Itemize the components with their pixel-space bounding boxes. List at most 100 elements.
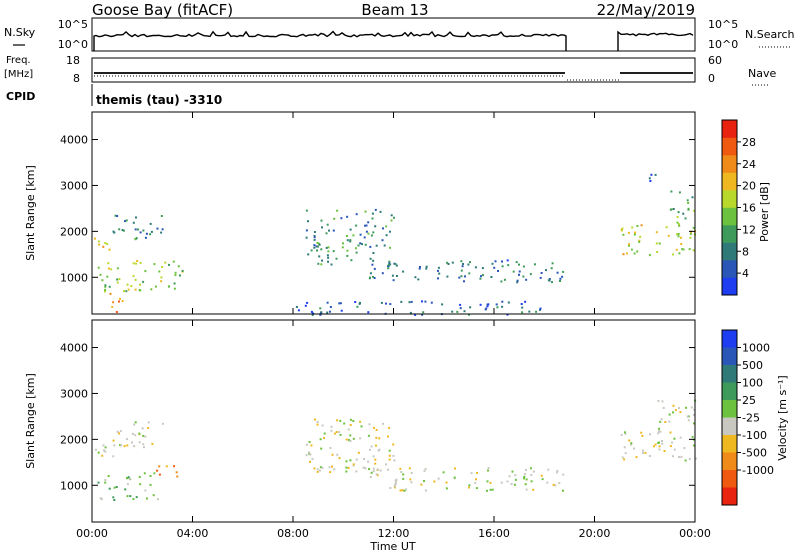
power-cell	[500, 280, 503, 283]
nave-tick-top: 60	[708, 54, 722, 67]
power-cell	[174, 271, 177, 274]
velocity-cell	[402, 477, 405, 480]
power-cell	[112, 230, 115, 233]
power-cell	[678, 223, 680, 226]
power-cell	[387, 265, 390, 268]
nsearch-label: N.Search	[745, 28, 795, 41]
power-cell	[156, 227, 159, 230]
power-cell	[369, 257, 372, 260]
power-cell	[456, 310, 459, 313]
power-cell	[307, 220, 309, 223]
velocity-cell	[624, 432, 627, 435]
velocity-cell	[101, 454, 104, 457]
velocity-cell	[375, 473, 378, 476]
nsky-trace	[93, 30, 694, 51]
power-cell	[639, 235, 642, 238]
power-cell	[656, 251, 659, 253]
velocity-cell	[319, 438, 322, 441]
velocity-cell	[400, 471, 403, 473]
power-cell	[329, 310, 331, 313]
colorbar-segment	[722, 382, 737, 401]
power-cell	[313, 236, 316, 239]
velocity-cell	[94, 448, 97, 451]
velocity-cell	[175, 471, 178, 474]
power-cell	[315, 245, 318, 248]
velocity-cell	[525, 468, 527, 471]
power-cell	[458, 276, 461, 279]
velocity-cell	[349, 440, 352, 442]
power-cell	[395, 275, 398, 277]
power-cell	[104, 242, 107, 244]
velocity-cell	[693, 444, 695, 447]
freq-tick-top: 18	[66, 54, 80, 67]
velocity-cell	[679, 411, 682, 414]
power-cell	[451, 261, 454, 264]
power-cell	[480, 275, 482, 278]
power-cell	[451, 310, 454, 313]
power-cell	[686, 199, 689, 202]
velocity-cell	[349, 418, 352, 421]
power-cell	[379, 210, 382, 213]
velocity-cell	[343, 422, 346, 425]
velocity-cell	[372, 467, 375, 470]
power-cell	[326, 254, 329, 257]
velocity-cell	[364, 467, 367, 470]
velocity-cell	[514, 474, 517, 477]
velocity-cell	[320, 447, 323, 450]
velocity-cell	[99, 497, 102, 500]
power-cell	[125, 290, 128, 293]
power-cell	[326, 223, 329, 226]
power-cell	[325, 232, 328, 235]
velocity-colorbar-tick: 500	[742, 359, 763, 372]
power-cell	[474, 266, 477, 269]
power-cell	[539, 307, 542, 310]
power-cell	[388, 260, 391, 263]
power-cell	[349, 239, 352, 242]
power-cell	[424, 300, 427, 303]
power-cell	[153, 263, 156, 266]
power-cell	[311, 313, 314, 316]
colorbar-segment	[722, 260, 737, 278]
power-cell	[655, 242, 658, 245]
power-cell	[139, 261, 142, 264]
power-cell	[385, 234, 388, 237]
velocity-cell	[368, 468, 371, 470]
power-cell	[132, 221, 135, 224]
velocity-cell	[508, 475, 511, 478]
velocity-cell	[654, 443, 657, 446]
power-cell	[144, 236, 147, 239]
power-cell	[392, 279, 395, 282]
power-cell	[97, 240, 100, 243]
colorbar-segment	[722, 190, 737, 208]
colorbar-segment	[722, 470, 737, 488]
velocity-cell	[144, 435, 147, 438]
power-cell	[361, 243, 363, 246]
velocity-colorbar-tick: 1000	[742, 342, 770, 355]
velocity-cell	[104, 446, 107, 449]
power-cell	[98, 243, 101, 246]
power-cell	[620, 228, 623, 231]
velocity-cell	[623, 431, 626, 434]
power-cell	[665, 226, 668, 229]
power-cell	[648, 177, 651, 180]
velocity-cell	[316, 423, 319, 426]
colorbar-segment	[722, 435, 737, 453]
velocity-cell	[339, 433, 342, 436]
velocity-cell	[523, 477, 525, 480]
power-cell	[551, 281, 553, 284]
power-cell	[313, 231, 316, 233]
power-cell	[359, 301, 361, 304]
velocity-colorbar-tick: -1000	[742, 464, 774, 477]
velocity-cell	[362, 466, 365, 469]
nsky-panel: N.Sky 10^5 10^0 10^5 10^0 N.Search	[4, 17, 795, 52]
velocity-cell	[132, 498, 135, 501]
velocity-cell	[552, 483, 555, 486]
power-cell	[154, 285, 157, 288]
velocity-cell	[308, 451, 311, 454]
velocity-cell	[133, 445, 136, 448]
velocity-cell	[329, 447, 332, 449]
velocity-cell	[514, 478, 517, 481]
velocity-cell	[394, 485, 397, 488]
velocity-cell	[679, 436, 682, 439]
power-cell	[372, 275, 374, 278]
